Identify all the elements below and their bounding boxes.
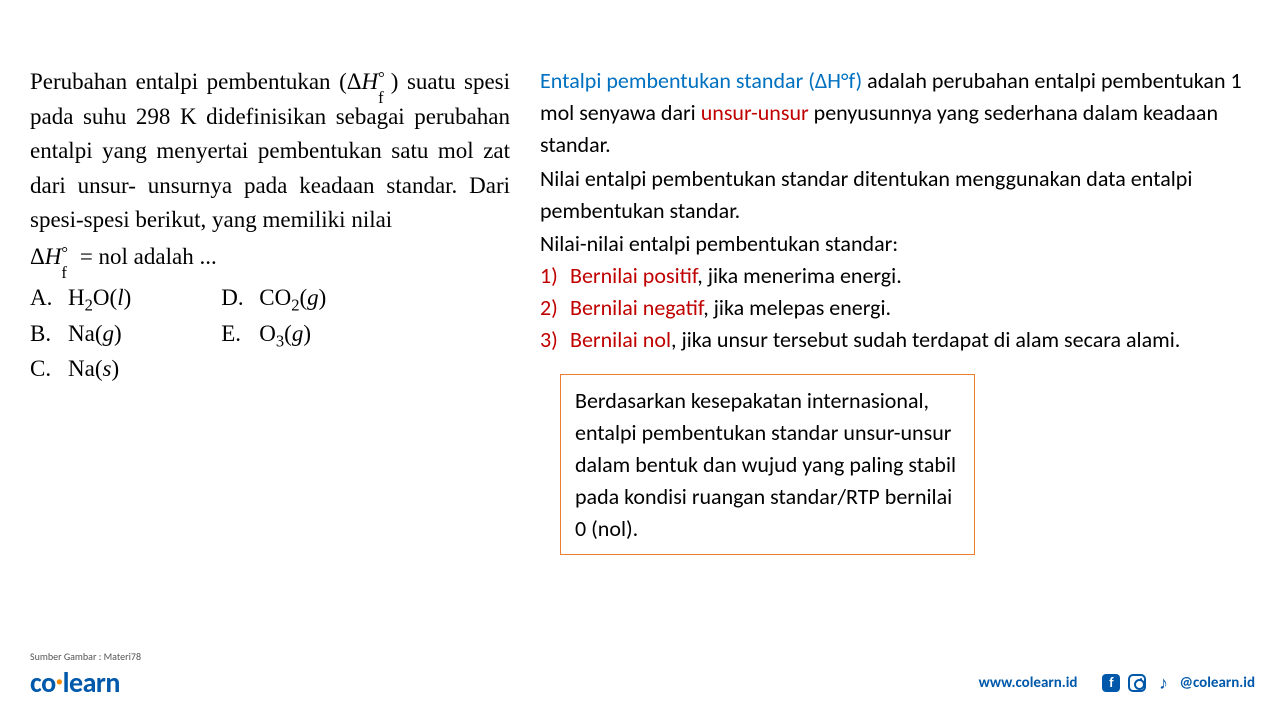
opt-e-label: E. — [221, 316, 259, 352]
option-a: A. H2O(l) — [30, 280, 131, 316]
option-d: D. CO2(g) — [221, 280, 326, 316]
opt-c-text: Na(s) — [68, 351, 119, 387]
opt-b-label: B. — [30, 316, 68, 352]
logo-learn: learn — [63, 665, 120, 700]
q-line5: unsurnya pada keadaan standar. Dari — [148, 173, 510, 198]
question-text: Perubahan entalpi pembentukan (ΔH°f) sua… — [30, 65, 510, 238]
list-item-2: 2) Bernilai negatif, jika melepas energi… — [540, 292, 1255, 324]
options-col-right: D. CO2(g) E. O3(g) — [221, 280, 326, 387]
li3-marker: 3) — [540, 324, 570, 356]
exp-p1: Entalpi pembentukan standar (ΔH°f) adala… — [540, 65, 1255, 161]
li2-marker: 2) — [540, 292, 570, 324]
info-box: Berdasarkan kesepakatan internasional, e… — [560, 374, 975, 555]
f-eq: = nol adalah ... — [74, 244, 217, 269]
logo-dot: · — [56, 663, 63, 698]
opt-c-label: C. — [30, 351, 68, 387]
opt-d-text: CO2(g) — [259, 280, 326, 316]
footer-row: co·learn www.colearn.id f ♪ @colearn.id — [30, 665, 1255, 700]
exp-p3: Nilai-nilai entalpi pembentukan standar: — [540, 228, 1255, 260]
exp-p1-red: unsur-unsur — [701, 99, 809, 126]
list-item-3: 3) Bernilai nol, jika unsur tersebut sud… — [540, 324, 1255, 356]
exp-p1-blue: Entalpi pembentukan standar (ΔH°f) — [540, 67, 862, 94]
q-dh-H: H — [362, 69, 379, 94]
source-credit: Sumber Gambar : Materi78 — [30, 650, 1255, 663]
li1-body: Bernilai positif, jika menerima energi. — [570, 260, 902, 292]
li2-body: Bernilai negatif, jika melepas energi. — [570, 292, 891, 324]
f-pre: Δ — [30, 244, 45, 269]
exp-p2: Nilai entalpi pembentukan standar ditent… — [540, 163, 1255, 227]
option-e: E. O3(g) — [221, 316, 326, 352]
q-dh-post: ) — [391, 69, 399, 94]
li1-marker: 1) — [540, 260, 570, 292]
logo-co: co — [30, 665, 56, 700]
facebook-icon[interactable]: f — [1101, 673, 1121, 693]
brand-logo: co·learn — [30, 665, 120, 700]
q-dh-pre: (Δ — [339, 69, 361, 94]
social-handle[interactable]: @colearn.id — [1179, 674, 1255, 692]
f-H: H — [45, 244, 62, 269]
opt-b-text: Na(g) — [68, 316, 122, 352]
option-c: C. Na(s) — [30, 351, 131, 387]
tiktok-icon[interactable]: ♪ — [1153, 673, 1173, 693]
question-column: Perubahan entalpi pembentukan (ΔH°f) sua… — [30, 65, 510, 555]
exp-list: 1) Bernilai positif, jika menerima energ… — [540, 260, 1255, 356]
opt-d-label: D. — [221, 280, 259, 316]
options-col-left: A. H2O(l) B. Na(g) C. Na(s) — [30, 280, 131, 387]
explanation-column: Entalpi pembentukan standar (ΔH°f) adala… — [540, 65, 1255, 555]
content-area: Perubahan entalpi pembentukan (ΔH°f) sua… — [0, 0, 1280, 555]
website-link[interactable]: www.colearn.id — [979, 674, 1078, 692]
li3-body: Bernilai nol, jika unsur tersebut sudah … — [570, 324, 1180, 356]
q-line1: Perubahan entalpi pembentukan — [30, 69, 339, 94]
options-container: A. H2O(l) B. Na(g) C. Na(s) D. CO2(g) — [30, 280, 510, 387]
social-group: f ♪ @colearn.id — [1101, 673, 1255, 693]
footer-right: www.colearn.id f ♪ @colearn.id — [979, 673, 1255, 693]
instagram-icon[interactable] — [1127, 673, 1147, 693]
list-item-1: 1) Bernilai positif, jika menerima energ… — [540, 260, 1255, 292]
footer: Sumber Gambar : Materi78 co·learn www.co… — [30, 650, 1255, 700]
formula-line: ΔH°f = nol adalah ... — [30, 240, 510, 275]
option-b: B. Na(g) — [30, 316, 131, 352]
opt-a-text: H2O(l) — [68, 280, 131, 316]
q-line6: spesi-spesi berikut, yang memiliki nilai — [30, 207, 392, 232]
opt-a-label: A. — [30, 280, 68, 316]
opt-e-text: O3(g) — [259, 316, 311, 352]
